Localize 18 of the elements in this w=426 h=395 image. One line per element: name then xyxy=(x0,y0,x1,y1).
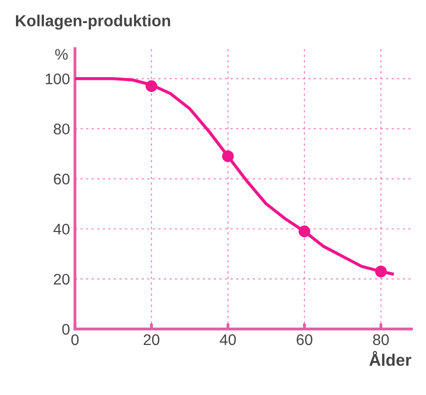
x-tick-label: 0 xyxy=(71,334,79,346)
x-tick-label: 40 xyxy=(220,334,236,346)
y-axis-title: % xyxy=(55,49,68,60)
x-tick-label: 20 xyxy=(144,334,160,346)
x-tick-label: 80 xyxy=(373,334,389,346)
y-tick-label: 60 xyxy=(54,174,70,184)
y-tick-label: 80 xyxy=(54,124,70,134)
point xyxy=(375,266,387,278)
chart-title: Kollagen-produktion xyxy=(16,14,170,30)
x-axis-title: Ålder xyxy=(369,351,412,366)
y-tick-label: 100 xyxy=(46,74,70,84)
x-tick-label: 60 xyxy=(296,334,312,346)
y-tick-label: 40 xyxy=(53,224,70,235)
y-tick-label: 20 xyxy=(54,274,70,285)
y-tick-label: 0 xyxy=(62,324,70,335)
point xyxy=(298,226,310,238)
point xyxy=(222,150,234,162)
point xyxy=(146,80,158,92)
